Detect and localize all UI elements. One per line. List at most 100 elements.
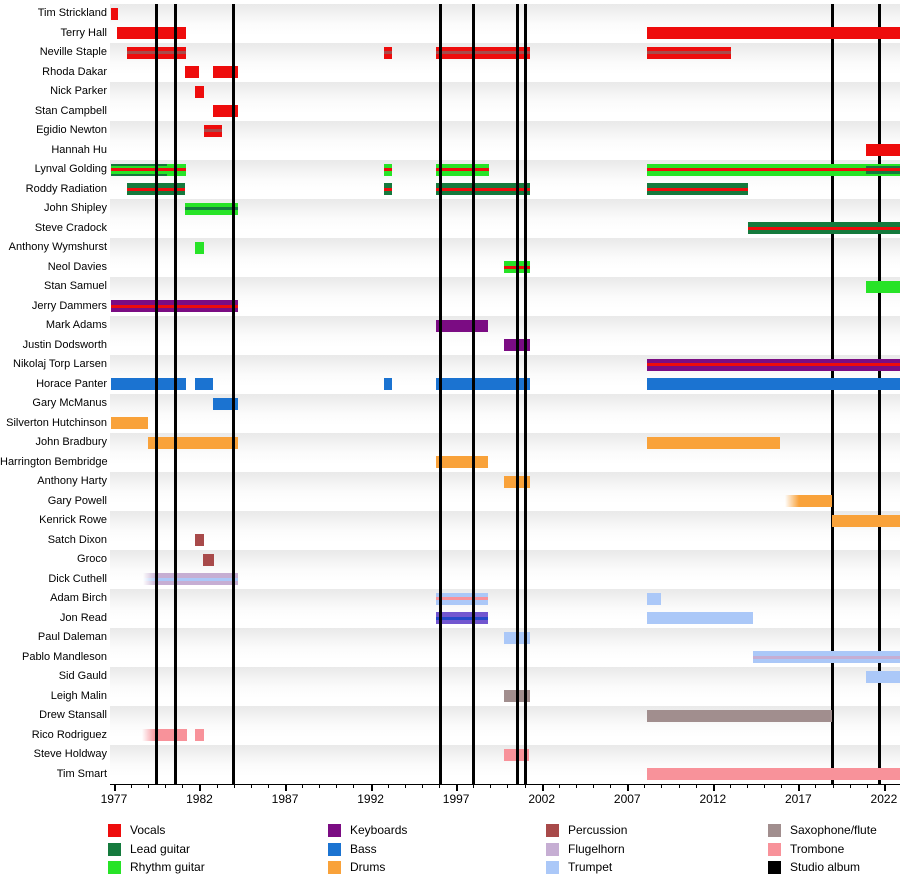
legend-label: Keyboards — [350, 823, 408, 837]
bar-stripe — [865, 280, 900, 293]
timeline-bar — [383, 183, 392, 196]
axis-minor-tick — [233, 785, 235, 788]
timeline-bar — [646, 592, 661, 605]
axis-year-label: 1977 — [100, 792, 128, 806]
legend-color-swatch-icon — [768, 861, 781, 874]
bar-stripe — [141, 729, 187, 742]
timeline-row — [110, 296, 900, 316]
timeline-bar — [435, 46, 530, 59]
bar-stripe — [383, 163, 392, 169]
axis-minor-tick — [781, 785, 783, 788]
bar-stripe — [865, 173, 900, 176]
axis-year-label: 2012 — [699, 792, 727, 806]
axis-major-tick — [285, 785, 288, 791]
bar-stripe — [204, 124, 222, 130]
axis-minor-tick — [302, 785, 304, 788]
timeline-bar — [184, 202, 238, 215]
bar-stripe — [435, 51, 530, 55]
timeline-bar — [785, 495, 832, 508]
bar-stripe — [202, 553, 214, 566]
legend-color-swatch-icon — [108, 861, 121, 874]
bar-stripe — [865, 168, 900, 172]
timeline-bar — [194, 729, 205, 742]
bar-stripe — [865, 171, 900, 174]
axis-major-tick — [883, 785, 886, 791]
studio-album-line — [439, 4, 443, 784]
timeline-bar — [383, 163, 392, 176]
member-label: Drew Stansall — [39, 709, 107, 721]
bar-stripe — [646, 366, 900, 371]
legend-color-swatch-icon — [108, 842, 121, 856]
axis-major-tick — [627, 785, 630, 791]
legend-label: Trombone — [790, 841, 845, 856]
member-label: Pablo Mandleson — [21, 650, 107, 663]
studio-album-line — [231, 4, 235, 784]
member-label: Harrington Bembridge — [0, 455, 108, 468]
timeline-row — [110, 569, 900, 589]
studio-album-line — [831, 4, 835, 784]
axis-minor-tick — [747, 785, 749, 788]
axis-major-tick — [798, 785, 801, 791]
bar-stripe — [110, 378, 186, 391]
bar-stripe — [194, 534, 205, 547]
legend-label: Bass — [350, 841, 377, 856]
axis-minor-tick — [353, 785, 355, 788]
bar-stripe — [865, 163, 900, 166]
timeline-row — [110, 316, 900, 336]
bar-stripe — [213, 66, 238, 79]
timeline-bar — [194, 378, 213, 391]
legend-color-swatch-icon — [328, 824, 341, 837]
axis-minor-tick — [593, 785, 595, 788]
bar-stripe — [753, 658, 900, 664]
member-label: Tim Strickland — [37, 7, 107, 19]
timeline-bar — [110, 163, 167, 176]
bar-stripe — [213, 397, 238, 410]
timeline-row — [110, 550, 900, 570]
timeline-bar — [865, 163, 900, 176]
axis-minor-tick — [764, 785, 766, 788]
bar-stripe — [383, 190, 392, 196]
axis-minor-tick — [678, 785, 680, 788]
bar-stripe — [646, 363, 900, 367]
bar-stripe — [110, 163, 167, 166]
axis-minor-tick — [832, 785, 834, 788]
timeline-bar — [865, 670, 900, 683]
timeline-bar — [753, 651, 900, 664]
axis-minor-tick — [404, 785, 406, 788]
timeline-bar — [194, 241, 205, 254]
timeline-bar — [435, 592, 488, 605]
bar-stripe — [646, 183, 748, 188]
bar-stripe — [865, 165, 900, 169]
studio-album-line — [472, 4, 476, 784]
bar-stripe — [435, 190, 530, 196]
timeline-bar — [204, 124, 222, 137]
member-label: Nikolaj Torp Larsen — [13, 358, 107, 370]
timeline-bar — [110, 417, 148, 430]
bar-stripe — [435, 319, 488, 332]
studio-album-line — [155, 4, 159, 784]
bar-stripe — [646, 709, 832, 722]
timeline-row — [110, 394, 900, 414]
axis-major-tick — [199, 785, 202, 791]
bar-stripe — [213, 105, 238, 118]
timeline-bar — [213, 105, 238, 118]
timeline-row — [110, 491, 900, 511]
member-label: John Bradbury — [35, 436, 107, 448]
member-label: Satch Dixon — [47, 533, 107, 546]
bar-stripe — [785, 495, 832, 508]
timeline-bar — [831, 514, 900, 527]
legend-label: Flugelhorn — [568, 841, 625, 856]
bar-stripe — [110, 417, 148, 430]
timeline-row — [110, 667, 900, 687]
axis-minor-tick — [610, 785, 612, 788]
axis-minor-tick — [319, 785, 321, 788]
axis-minor-tick — [439, 785, 441, 788]
axis-year-label: 1997 — [442, 792, 470, 806]
timeline-row — [110, 121, 900, 141]
bar-stripe — [435, 612, 488, 617]
bar-stripe — [435, 54, 530, 59]
bar-stripe — [110, 171, 167, 174]
timeline-row — [110, 238, 900, 258]
timeline-bar — [202, 553, 214, 566]
axis-minor-tick — [182, 785, 184, 788]
